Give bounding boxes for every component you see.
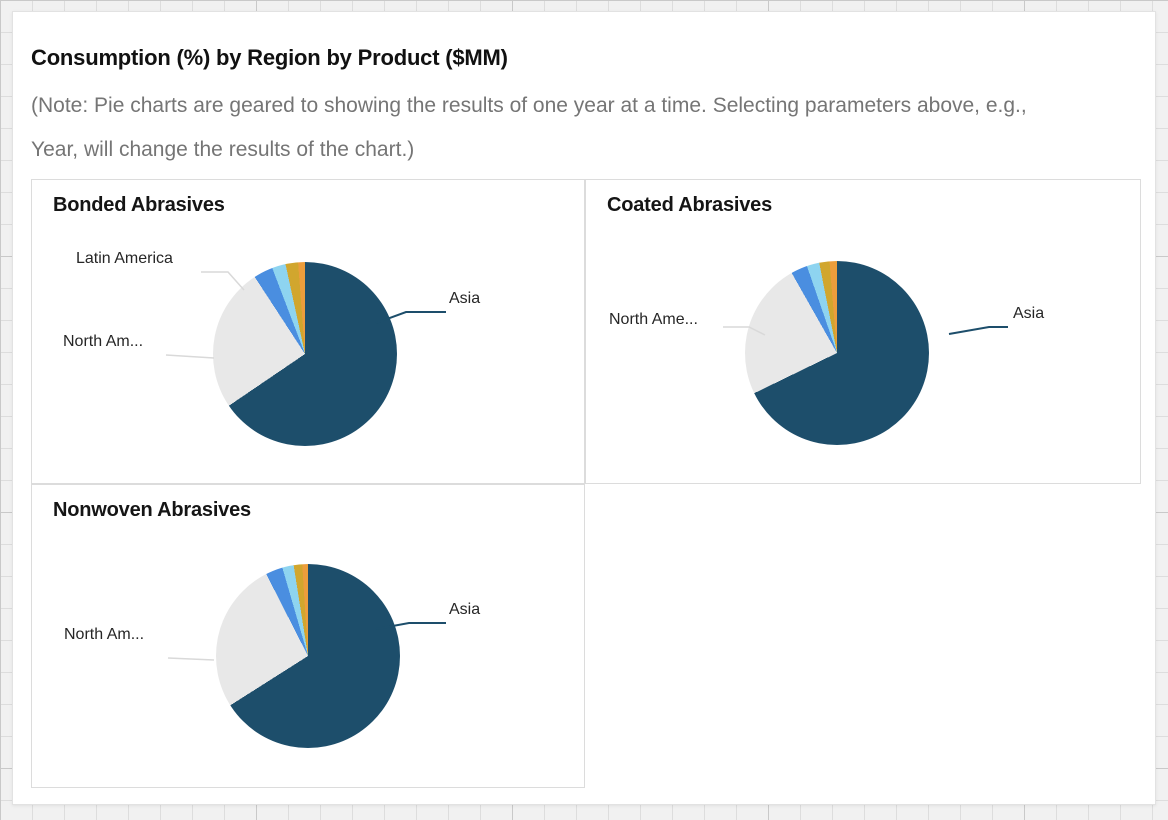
- north-america-leader-line: [167, 657, 215, 661]
- pie-bonded-abrasives[interactable]: [213, 262, 397, 446]
- page-title: Consumption (%) by Region by Product ($M…: [31, 45, 508, 70]
- dashboard-card: Consumption (%) by Region by Product ($M…: [12, 11, 1156, 805]
- page-note: (Note: Pie charts are geared to showing …: [31, 94, 1027, 161]
- chart-title-coated: Coated Abrasives: [607, 194, 773, 216]
- slice-label-asia: Asia: [449, 601, 481, 618]
- slice-label-asia: Asia: [449, 290, 481, 307]
- slice-label-north-america: North Ame...: [609, 311, 698, 328]
- pie-nonwoven-abrasives[interactable]: [216, 564, 400, 748]
- slice-label-asia: Asia: [1013, 305, 1045, 322]
- asia-leader-line: [948, 326, 1008, 335]
- chart-title-nonwoven: Nonwoven Abrasives: [53, 499, 251, 521]
- pie-coated-abrasives[interactable]: [745, 261, 929, 445]
- chart-cell-nonwoven-abrasives: Nonwoven Abrasives North Am... Asia: [31, 484, 585, 788]
- slice-label-latin-america: Latin America: [76, 250, 173, 267]
- latin-america-leader-line: [201, 271, 245, 291]
- slice-label-north-america: North Am...: [64, 626, 145, 643]
- slice-label-north-america: North Am...: [63, 333, 144, 350]
- chart-title-bonded: Bonded Abrasives: [53, 194, 225, 216]
- charts-panel: Bonded Abrasives Latin America North Am.…: [31, 179, 1141, 788]
- north-america-leader-line: [165, 354, 215, 359]
- chart-cell-bonded-abrasives: Bonded Abrasives Latin America North Am.…: [31, 179, 585, 484]
- chart-cell-coated-abrasives: Coated Abrasives North Ame... Asia: [585, 179, 1141, 484]
